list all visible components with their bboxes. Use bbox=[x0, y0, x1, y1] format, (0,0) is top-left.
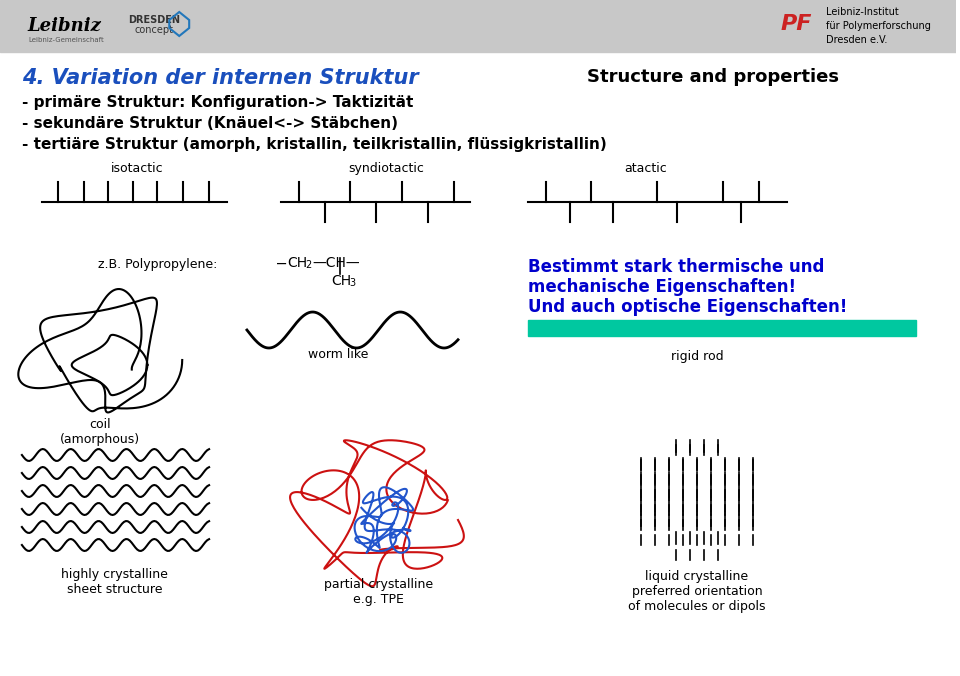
Text: atactic: atactic bbox=[624, 162, 666, 175]
Text: Leibniz-Gemeinschaft: Leibniz-Gemeinschaft bbox=[28, 37, 104, 43]
Text: - tertiäre Struktur (amorph, kristallin, teilkristallin, flüssigkristallin): - tertiäre Struktur (amorph, kristallin,… bbox=[22, 137, 607, 152]
Text: highly crystalline
sheet structure: highly crystalline sheet structure bbox=[61, 568, 168, 596]
Text: Leibniz-Institut
für Polymerforschung
Dresden e.V.: Leibniz-Institut für Polymerforschung Dr… bbox=[827, 7, 931, 45]
Text: —CH—: —CH— bbox=[313, 256, 360, 270]
Text: worm like: worm like bbox=[308, 348, 369, 361]
Text: liquid crystalline
preferred orientation
of molecules or dipols: liquid crystalline preferred orientation… bbox=[628, 570, 766, 613]
Text: - sekundäre Struktur (Knäuel<-> Stäbchen): - sekundäre Struktur (Knäuel<-> Stäbchen… bbox=[22, 116, 397, 131]
Text: 4. Variation der internen Struktur: 4. Variation der internen Struktur bbox=[22, 68, 419, 88]
Text: 3: 3 bbox=[349, 278, 355, 288]
Text: DRESDEN: DRESDEN bbox=[129, 15, 180, 25]
Text: partial crystalline
e.g. TPE: partial crystalline e.g. TPE bbox=[324, 578, 433, 606]
Text: isotactic: isotactic bbox=[111, 162, 164, 175]
Text: syndiotactic: syndiotactic bbox=[348, 162, 424, 175]
Text: Structure and properties: Structure and properties bbox=[588, 68, 839, 86]
Text: coil
(amorphous): coil (amorphous) bbox=[60, 418, 139, 446]
Text: CH: CH bbox=[331, 274, 351, 288]
Bar bbox=[0, 0, 956, 52]
Text: Leibniz: Leibniz bbox=[28, 17, 102, 35]
Text: Bestimmt stark thermische und: Bestimmt stark thermische und bbox=[528, 258, 824, 276]
Bar bbox=[528, 320, 916, 336]
Text: rigid rod: rigid rod bbox=[671, 350, 723, 363]
Text: concept: concept bbox=[134, 25, 174, 35]
Text: CH: CH bbox=[287, 256, 307, 270]
Text: 2: 2 bbox=[305, 260, 312, 270]
Text: mechanische Eigenschaften!: mechanische Eigenschaften! bbox=[528, 278, 796, 296]
Text: —: — bbox=[276, 256, 286, 271]
Text: - primäre Struktur: Konfiguration-> Taktizität: - primäre Struktur: Konfiguration-> Takt… bbox=[22, 95, 414, 110]
Text: Und auch optische Eigenschaften!: Und auch optische Eigenschaften! bbox=[528, 298, 847, 316]
Text: z.B. Polypropylene:: z.B. Polypropylene: bbox=[98, 258, 217, 271]
Text: PF: PF bbox=[780, 14, 812, 34]
